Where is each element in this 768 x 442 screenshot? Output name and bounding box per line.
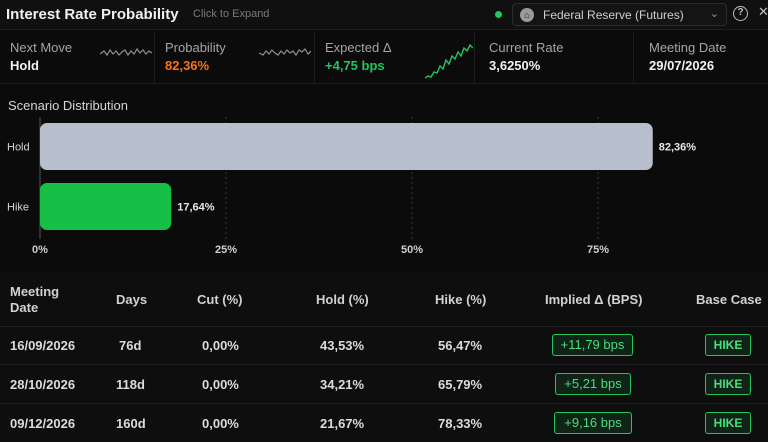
col-days[interactable]: Days [116,292,148,307]
help-icon[interactable]: ? [733,6,748,21]
cell-days: 118d [116,377,145,392]
stat-expected-delta: Expected Δ +4,75 bps [315,32,475,84]
col-cut[interactable]: Cut (%) [197,292,243,307]
cell-cut: 0,00% [202,377,239,392]
cell-date: 09/12/2026 [10,416,76,431]
stat-probability: Probability 82,36% [155,32,315,84]
sparkline [259,48,311,57]
stat-label: Meeting Date [649,40,727,55]
stat-value: 29/07/2026 [649,58,715,73]
col-hold[interactable]: Hold (%) [316,292,369,307]
table-header: Meeting Date Days Cut (%) Hold (%) Hike … [0,273,768,327]
stat-label: Probability [165,40,226,55]
chevron-down-icon: ⌄ [709,8,719,20]
category-label: Hold [7,142,30,154]
implied-delta-pill: +9,16 bps [554,412,632,434]
cell-hold: 34,21% [320,377,365,392]
bar-hike [40,183,172,230]
stat-value: 3,6250% [489,58,541,73]
col-implied[interactable]: Implied Δ (BPS) [545,292,643,307]
chart-title: Scenario Distribution [8,98,128,113]
stat-label: Expected Δ [325,40,392,55]
cell-hold: 21,67% [320,416,365,431]
col-base-case[interactable]: Base Case [696,292,762,307]
cell-cut: 0,00% [202,338,239,353]
x-tick-label: 50% [401,244,423,256]
widget-title[interactable]: Interest Rate Probability [6,6,179,23]
table-row[interactable]: 16/09/2026 76d 0,00% 43,53% 56,47% +11,7… [0,327,768,365]
sparkline [100,47,152,57]
bank-icon: ⌂ [520,8,534,22]
cell-hike: 65,79% [438,377,483,392]
stat-next-move: Next Move Hold [0,32,155,84]
widget-header: Interest Rate Probability Click to Expan… [0,0,768,30]
x-tick-label: 25% [215,244,237,256]
cell-hold: 43,53% [320,338,365,353]
cell-hike: 78,33% [438,416,483,431]
live-status-dot [495,11,502,18]
data-label: 82,36% [659,142,697,154]
meetings-table: Meeting Date Days Cut (%) Hold (%) Hike … [0,273,768,442]
cell-cut: 0,00% [202,416,239,431]
base-case-badge: HIKE [705,334,751,356]
stats-row: Next Move Hold Probability 82,36% Expect… [0,32,768,84]
cell-hike: 56,47% [438,338,483,353]
implied-delta-pill: +11,79 bps [552,334,633,356]
cell-days: 160d [116,416,146,431]
table-row[interactable]: 09/12/2026 160d 0,00% 21,67% 78,33% +9,1… [0,405,768,442]
table-row[interactable]: 28/10/2026 118d 0,00% 34,21% 65,79% +5,2… [0,366,768,404]
stat-current-rate: Current Rate 3,6250% [479,32,634,84]
data-label: 17,64% [177,202,215,214]
implied-delta-pill: +5,21 bps [555,373,631,395]
x-tick-label: 75% [587,244,609,256]
bar-hold [40,123,653,170]
stat-label: Next Move [10,40,73,55]
source-dropdown[interactable]: ⌂ Federal Reserve (Futures) ⌄ [512,3,727,26]
base-case-badge: HIKE [705,373,751,395]
close-icon[interactable]: ✕ [758,4,768,19]
stat-meeting-date: Meeting Date 29/07/2026 [639,32,768,84]
base-case-badge: HIKE [705,412,751,434]
source-label: Federal Reserve (Futures) [543,8,684,22]
stat-label: Current Rate [489,40,564,55]
sparkline [425,43,473,79]
stat-value: 82,36% [165,58,210,73]
category-label: Hike [7,202,29,214]
col-hike[interactable]: Hike (%) [435,292,487,307]
cell-date: 28/10/2026 [10,377,76,392]
stat-value: Hold [10,58,39,73]
expand-hint[interactable]: Click to Expand [193,8,270,20]
stat-value: +4,75 bps [325,58,385,73]
cell-days: 76d [119,338,142,353]
col-meeting-date[interactable]: Meeting Date [10,284,60,315]
x-tick-label: 0% [32,244,48,256]
cell-date: 16/09/2026 [10,338,76,353]
